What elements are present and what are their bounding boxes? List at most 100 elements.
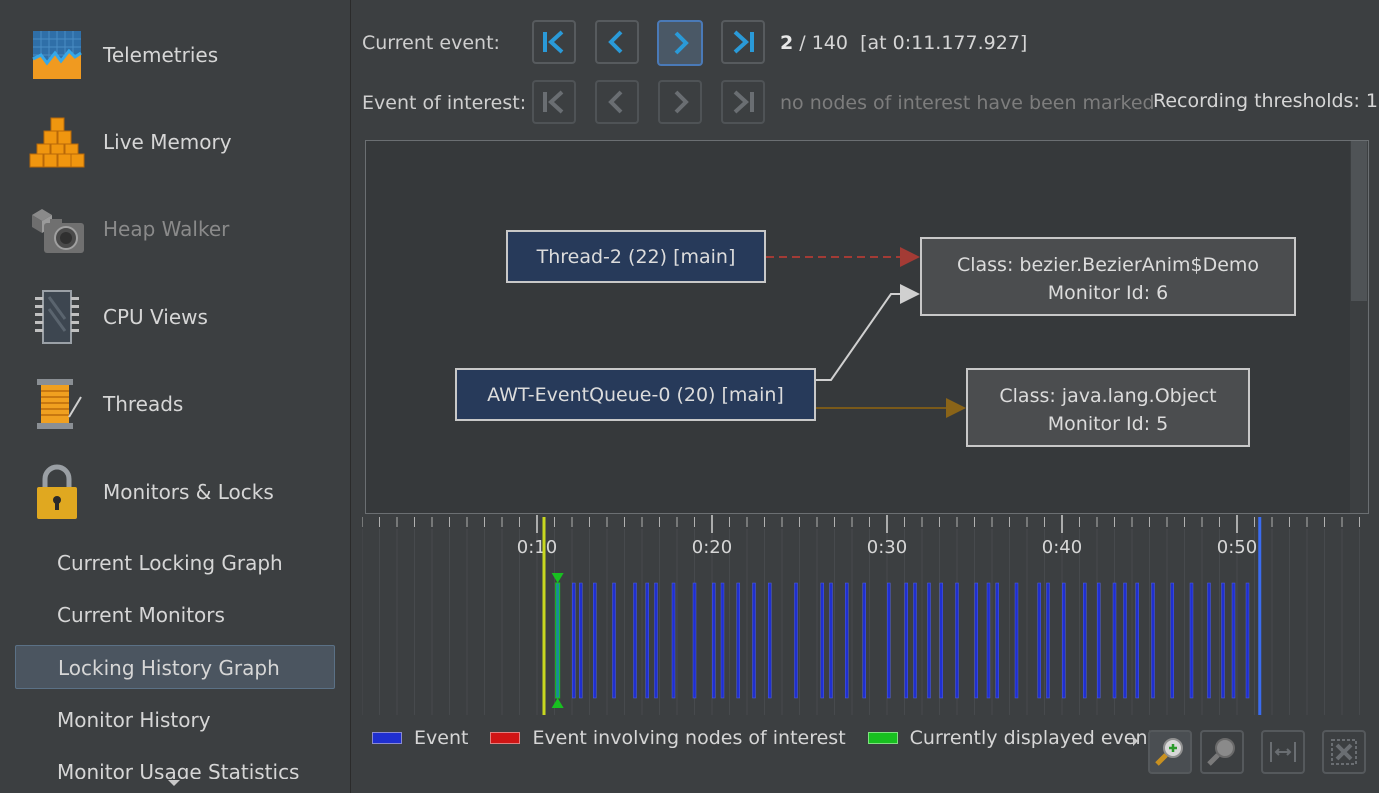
skip-first-icon — [543, 30, 564, 54]
event-bar[interactable] — [1083, 582, 1087, 699]
event-bar[interactable] — [633, 582, 637, 699]
event-bar[interactable] — [845, 582, 849, 699]
monitor-node[interactable]: Class: java.lang.Object Monitor Id: 5 — [966, 368, 1250, 447]
fit-width-icon — [1270, 742, 1296, 762]
event-bar[interactable] — [829, 582, 833, 699]
event-bar[interactable] — [720, 582, 725, 699]
event-bar[interactable] — [1123, 582, 1127, 699]
padlock-icon — [28, 464, 86, 520]
previous-event-button[interactable] — [595, 20, 639, 64]
heap-walker-icon — [28, 201, 86, 257]
current-event-label: Current event: — [362, 32, 500, 54]
fit-width-button[interactable] — [1261, 730, 1305, 774]
event-bar[interactable] — [1037, 582, 1041, 699]
event-bar[interactable] — [1231, 582, 1236, 699]
event-bar[interactable] — [752, 582, 756, 699]
sub-item-current-locking-graph[interactable]: Current Locking Graph — [57, 551, 283, 575]
event-bar[interactable] — [794, 582, 798, 699]
first-event-button[interactable] — [532, 20, 576, 64]
thread-label: AWT-EventQueue-0 (20) [main] — [487, 383, 784, 406]
event-bar[interactable] — [1046, 582, 1050, 699]
event-bar[interactable] — [1135, 582, 1139, 699]
zoom-in-icon — [1155, 738, 1183, 766]
event-bar[interactable] — [572, 582, 576, 699]
event-bar[interactable] — [1151, 582, 1155, 699]
event-bar[interactable] — [1207, 582, 1211, 699]
nav-telemetries[interactable]: Telemetries — [28, 25, 338, 85]
event-bar[interactable] — [955, 582, 959, 699]
tick-label: 0:50 — [1217, 537, 1257, 558]
event-bar[interactable] — [939, 582, 943, 699]
event-bar[interactable] — [768, 582, 772, 699]
event-bar[interactable] — [927, 582, 931, 699]
event-bar[interactable] — [1062, 582, 1066, 699]
event-bar[interactable] — [654, 582, 658, 699]
event-bar[interactable] — [1221, 582, 1225, 699]
event-bar[interactable] — [712, 582, 716, 699]
current-swatch — [867, 732, 898, 744]
event-bar[interactable] — [862, 582, 866, 699]
locking-graph[interactable]: Thread-2 (22) [main] AWT-EventQueue-0 (2… — [365, 140, 1369, 514]
thread-node[interactable]: AWT-EventQueue-0 (20) [main] — [455, 368, 816, 421]
next-interest-button[interactable] — [658, 80, 702, 124]
current-event-bar[interactable] — [555, 582, 561, 699]
interest-swatch — [490, 732, 521, 744]
event-bar[interactable] — [986, 582, 991, 699]
scrollbar-thumb[interactable] — [1351, 141, 1367, 301]
event-bar[interactable] — [1014, 582, 1019, 699]
sub-item-monitor-usage-statistics[interactable]: Monitor Usage Statistics — [57, 760, 300, 779]
event-bar[interactable] — [887, 582, 891, 699]
event-counter: 2 / 140 [at 0:11.177.927] — [780, 32, 1027, 54]
last-interest-button[interactable] — [721, 80, 765, 124]
zoom-out-button[interactable] — [1200, 730, 1244, 774]
monitor-id: Monitor Id: 6 — [1047, 282, 1169, 304]
first-interest-button[interactable] — [532, 80, 576, 124]
event-bar[interactable] — [1097, 582, 1101, 699]
nav-label: Telemetries — [103, 43, 219, 67]
sub-item-locking-history-graph[interactable]: Locking History Graph — [15, 645, 335, 689]
nav-live-memory[interactable]: Live Memory — [28, 112, 338, 172]
last-event-button[interactable] — [721, 20, 765, 64]
sidebar: Telemetries Live Memory — [0, 0, 351, 793]
nav-threads[interactable]: Threads — [28, 374, 338, 434]
nav-cpu-views[interactable]: CPU Views — [28, 287, 338, 347]
nav-heap-walker[interactable]: Heap Walker — [28, 199, 338, 259]
telemetries-icon — [28, 27, 86, 83]
legend-item-current: Currently displayed event — [867, 727, 1155, 749]
vertical-scrollbar[interactable] — [1350, 141, 1368, 513]
legend-label: Event — [414, 727, 469, 749]
nav-monitors-locks[interactable]: Monitors & Locks — [28, 462, 338, 522]
event-of-interest-label: Event of interest: — [362, 92, 527, 114]
event-bar[interactable] — [1245, 582, 1250, 699]
event-timeline[interactable]: 0:10 0:20 0:30 0:40 0:50 — [362, 515, 1367, 715]
previous-interest-button[interactable] — [595, 80, 639, 124]
scroll-down-icon[interactable] — [168, 780, 180, 786]
event-bar[interactable] — [692, 582, 697, 699]
event-bar[interactable] — [1170, 582, 1174, 699]
chevron-right-icon — [674, 31, 689, 55]
event-bar[interactable] — [593, 582, 597, 699]
event-bar[interactable] — [913, 582, 917, 699]
event-bar[interactable] — [645, 582, 649, 699]
event-bar[interactable] — [1189, 582, 1194, 699]
event-bar[interactable] — [736, 582, 740, 699]
zoom-in-button[interactable] — [1148, 730, 1192, 774]
timeline-legend: Event Event involving nodes of interest … — [372, 727, 1177, 749]
event-bar[interactable] — [1112, 582, 1117, 699]
next-event-button[interactable] — [657, 20, 703, 66]
thread-node[interactable]: Thread-2 (22) [main] — [506, 230, 766, 283]
sub-item-current-monitors[interactable]: Current Monitors — [57, 603, 225, 627]
monitor-node[interactable]: Class: bezier.BezierAnim$Demo Monitor Id… — [920, 237, 1296, 316]
event-bar[interactable] — [612, 582, 616, 699]
event-bar[interactable] — [820, 582, 824, 699]
recording-thresholds[interactable]: Recording thresholds: 1 — [1153, 90, 1378, 112]
skip-first-icon — [543, 90, 564, 114]
sub-item-monitor-history[interactable]: Monitor History — [57, 708, 211, 732]
event-bar[interactable] — [671, 582, 676, 699]
more-arrow-icon[interactable] — [1133, 736, 1138, 746]
event-bar[interactable] — [579, 582, 583, 699]
event-bar[interactable] — [974, 582, 978, 699]
reset-zoom-button[interactable] — [1322, 730, 1366, 774]
event-bar[interactable] — [995, 582, 999, 699]
event-bar[interactable] — [904, 582, 908, 699]
